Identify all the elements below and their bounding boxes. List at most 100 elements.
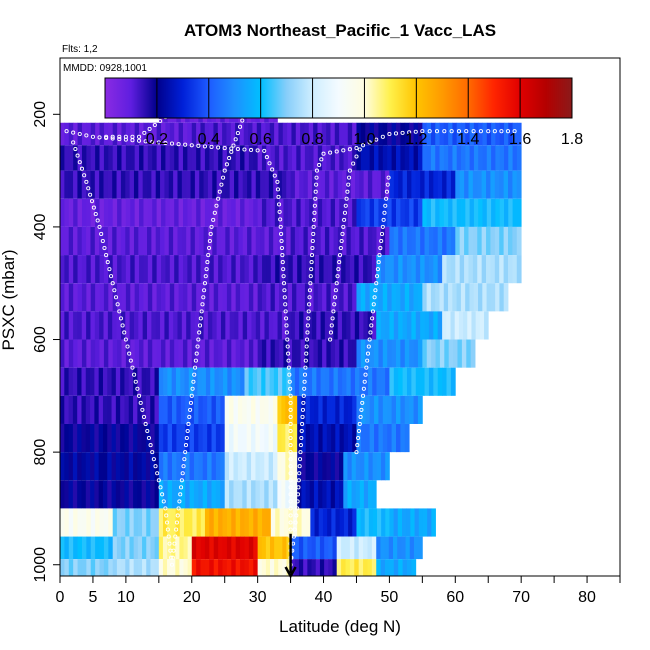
heatmap-cell: [247, 170, 252, 199]
heatmap-cell: [155, 226, 161, 256]
heatmap-cell: [334, 480, 340, 509]
heatmap-cell: [413, 145, 419, 171]
heatmap-cell: [293, 480, 298, 509]
heatmap-cell: [68, 339, 74, 368]
heatmap-cell: [138, 311, 144, 340]
track-point: [208, 231, 213, 237]
heatmap-cell: [158, 452, 164, 481]
heatmap-cell: [209, 255, 215, 284]
heatmap-cell: [274, 339, 280, 368]
heatmap-cell: [413, 198, 419, 227]
heatmap-cell: [172, 480, 177, 509]
heatmap-cell: [286, 536, 291, 560]
track-point: [151, 457, 156, 462]
heatmap-cell: [255, 423, 261, 453]
heatmap-cell: [396, 283, 401, 312]
heatmap-cell: [397, 536, 402, 560]
heatmap-cell: [240, 145, 245, 171]
heatmap-cell: [417, 283, 423, 312]
heatmap-cell: [406, 170, 412, 199]
track-point: [355, 443, 360, 448]
track-point: [64, 129, 69, 134]
x-tick-label: 40: [315, 589, 333, 606]
heatmap-cell: [317, 283, 323, 312]
heatmap-cell: [73, 283, 78, 312]
heatmap-cell: [191, 536, 197, 560]
heatmap-cell: [300, 198, 306, 227]
heatmap-cell: [343, 122, 349, 146]
heatmap-cell: [352, 122, 357, 146]
heatmap-cell: [244, 283, 250, 312]
heatmap-cell: [330, 145, 336, 171]
heatmap-cell: [316, 367, 322, 396]
heatmap-cell: [86, 559, 92, 576]
heatmap-cell: [171, 508, 176, 537]
heatmap-cell: [102, 367, 108, 396]
heatmap-cell: [351, 452, 357, 481]
track-point: [137, 134, 142, 139]
heatmap-cell: [270, 559, 275, 576]
heatmap-cell: [335, 395, 340, 424]
heatmap-cell: [225, 170, 231, 199]
heatmap-cell: [178, 255, 184, 284]
heatmap-cell: [180, 480, 186, 509]
heatmap-cell: [257, 508, 263, 537]
heatmap-cell: [465, 145, 471, 171]
track-point: [97, 224, 102, 229]
heatmap-cell: [158, 508, 164, 537]
heatmap-cell: [196, 283, 201, 312]
heatmap-cell: [446, 226, 452, 256]
heatmap-cell: [156, 283, 162, 312]
heatmap-cell: [406, 311, 412, 340]
heatmap-cell: [332, 536, 338, 560]
heatmap-cell: [339, 423, 345, 453]
heatmap-cell: [225, 226, 231, 256]
heatmap-cell: [194, 226, 200, 256]
heatmap-cell: [244, 198, 250, 227]
heatmap-cell: [90, 311, 96, 340]
heatmap-cell: [365, 423, 371, 453]
heatmap-cell: [81, 559, 87, 576]
heatmap-cell: [112, 508, 118, 537]
heatmap-cell: [183, 559, 189, 576]
track-point: [222, 168, 227, 173]
heatmap-cell: [406, 367, 412, 396]
heatmap-cell: [290, 367, 296, 396]
track-point: [303, 365, 308, 370]
heatmap-cell: [146, 559, 151, 576]
heatmap-cell: [162, 559, 168, 576]
heatmap-cell: [481, 226, 487, 256]
heatmap-cell: [290, 226, 296, 256]
heatmap-cell: [108, 198, 114, 227]
heatmap-cell: [417, 145, 423, 171]
heatmap-cell: [309, 145, 314, 171]
heatmap-cell: [279, 339, 284, 368]
heatmap-cell: [376, 559, 382, 576]
heatmap-cell: [374, 198, 379, 227]
heatmap-cell: [129, 170, 135, 199]
track-point: [354, 450, 359, 455]
track-point: [288, 464, 293, 469]
heatmap-cell: [281, 226, 287, 256]
heatmap-cell: [133, 536, 139, 560]
heatmap-cell: [396, 339, 401, 368]
heatmap-cell: [233, 480, 239, 509]
heatmap-cell: [248, 559, 254, 576]
heatmap-cell: [435, 122, 440, 146]
heatmap-cell: [107, 311, 113, 340]
track-point: [275, 187, 281, 192]
track-point: [293, 520, 298, 525]
heatmap-cell: [283, 145, 289, 171]
track-point: [158, 485, 163, 490]
heatmap-cell: [469, 122, 475, 146]
heatmap-cell: [81, 367, 87, 396]
heatmap-cell: [323, 255, 329, 284]
heatmap-cell: [112, 170, 117, 199]
heatmap-cell: [81, 395, 87, 424]
heatmap-cell: [244, 536, 250, 560]
heatmap-cell: [312, 367, 317, 396]
heatmap-cell: [443, 283, 449, 312]
heatmap-cell: [181, 226, 187, 256]
heatmap-cell: [389, 508, 395, 537]
heatmap-cell: [442, 311, 447, 340]
